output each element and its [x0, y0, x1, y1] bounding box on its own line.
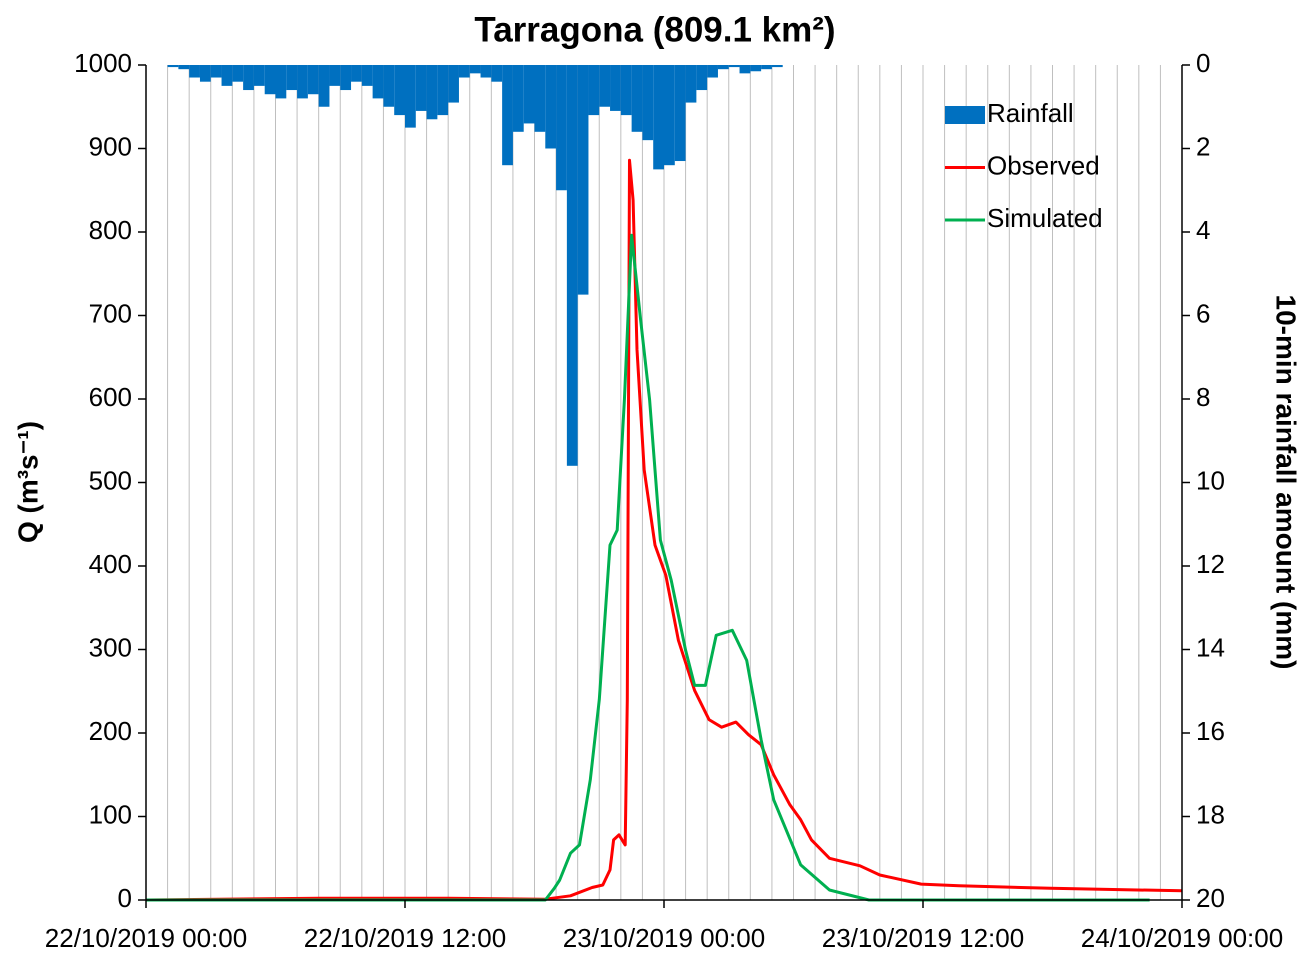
rain-bar — [534, 65, 546, 132]
y-tick-label: 900 — [89, 131, 132, 161]
rain-bar — [426, 65, 438, 120]
rain-bar — [502, 65, 513, 166]
x-tick-label: 23/10/2019 12:00 — [822, 923, 1024, 953]
line-series — [145, 158, 1183, 902]
y2-tick-label: 2 — [1196, 131, 1210, 161]
rain-bar — [664, 65, 675, 166]
rain-bar — [717, 65, 729, 70]
y2-tick-label: 4 — [1196, 215, 1210, 245]
y-tick-label: 600 — [89, 382, 132, 412]
y-tick-label: 100 — [89, 799, 132, 829]
rain-bar — [361, 65, 373, 86]
rain-bar — [437, 65, 449, 116]
rain-bar — [653, 65, 664, 170]
rain-bar — [405, 65, 416, 128]
rain-bar — [674, 65, 686, 162]
rain-bar — [512, 65, 524, 132]
rain-bar — [610, 65, 621, 111]
rain-bar — [750, 65, 762, 72]
rain-bar — [620, 65, 632, 116]
y2-tick-label: 10 — [1196, 465, 1225, 495]
rain-bar — [599, 65, 611, 107]
rain-bar — [372, 65, 384, 99]
rain-bar — [566, 65, 578, 466]
rain-bar — [178, 65, 190, 70]
rain-bar — [307, 65, 319, 95]
rain-bar — [556, 65, 567, 191]
y-tick-label: 200 — [89, 716, 132, 746]
rain-bar — [221, 65, 233, 86]
y2-tick-label: 16 — [1196, 716, 1225, 746]
rain-bar — [383, 65, 395, 107]
x-tick-label: 22/10/2019 12:00 — [304, 923, 506, 953]
rain-bar — [253, 65, 265, 86]
rain-bar — [394, 65, 405, 116]
legend: Rainfall Observed Simulated — [945, 98, 1103, 233]
rain-bar — [761, 65, 772, 70]
y2-tick-label: 14 — [1196, 632, 1225, 662]
rain-bar — [545, 65, 557, 149]
y-tick-label: 400 — [89, 549, 132, 579]
rain-bar — [448, 65, 459, 103]
rain-bar — [588, 65, 600, 116]
legend-label: Observed — [987, 150, 1100, 180]
rain-bar — [739, 65, 751, 74]
y-tick-label: 300 — [89, 632, 132, 662]
y2-axis-title: 10-min rainfall amount (mm) — [1271, 295, 1302, 670]
rain-bar — [696, 65, 708, 91]
chart-title: Tarragona (809.1 km²) — [474, 10, 835, 49]
rain-bar — [340, 65, 352, 91]
rain-bar — [286, 65, 298, 91]
rain-bar — [458, 65, 470, 78]
rain-bar — [275, 65, 287, 99]
y2-tick-label: 8 — [1196, 382, 1210, 412]
rain-bar — [232, 65, 244, 82]
line-series — [146, 233, 1150, 902]
y-tick-label: 800 — [89, 215, 132, 245]
rain-bar — [189, 65, 200, 78]
legend-label: Simulated — [987, 203, 1103, 233]
rain-bar — [707, 65, 718, 78]
y2-tick-label: 0 — [1196, 48, 1210, 78]
x-tick-label: 23/10/2019 00:00 — [563, 923, 765, 953]
bar-series — [167, 65, 783, 466]
rain-bar — [415, 65, 427, 111]
y-tick-label: 700 — [89, 298, 132, 328]
y-axis-title: Q (m³s⁻¹) — [12, 421, 43, 543]
rain-bar — [243, 65, 254, 91]
y2-tick-label: 6 — [1196, 298, 1210, 328]
rain-bar — [329, 65, 341, 86]
legend-swatch — [945, 106, 985, 124]
rain-bar — [469, 65, 481, 74]
x-tick-label: 24/10/2019 00:00 — [1081, 923, 1283, 953]
y-tick-label: 500 — [89, 465, 132, 495]
rain-bar — [491, 65, 503, 82]
rain-bar — [318, 65, 330, 107]
rain-bar — [523, 65, 535, 124]
y-tick-label: 0 — [118, 883, 132, 913]
rain-bar — [210, 65, 222, 78]
legend-label: Rainfall — [987, 98, 1074, 128]
x-tick-label: 22/10/2019 00:00 — [45, 923, 247, 953]
y2-tick-label: 20 — [1196, 883, 1225, 913]
rain-bar — [351, 65, 362, 82]
rain-bar — [642, 65, 654, 141]
grid — [167, 65, 1161, 900]
rain-bar — [728, 65, 740, 68]
rain-bar — [297, 65, 308, 99]
y2-tick-label: 12 — [1196, 549, 1225, 579]
y-tick-label: 1000 — [74, 48, 132, 78]
rain-bar — [264, 65, 276, 95]
rain-bar — [631, 65, 643, 132]
rain-bar — [199, 65, 211, 82]
rain-bar — [480, 65, 492, 78]
rain-bar — [771, 65, 783, 68]
rain-bar — [685, 65, 697, 103]
rain-bar — [577, 65, 589, 295]
rain-bar — [167, 65, 179, 68]
y2-tick-label: 18 — [1196, 799, 1225, 829]
